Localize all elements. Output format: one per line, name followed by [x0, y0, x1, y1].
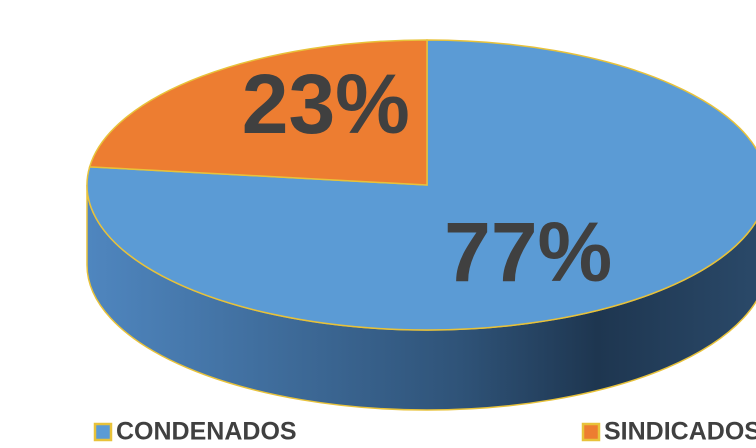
- labels: 77% 23%: [242, 57, 612, 299]
- legend-label: SINDICADOS: [604, 418, 756, 446]
- pie: [86, 39, 756, 411]
- value-label: 77%: [444, 205, 612, 299]
- legend: CONDENADOS SINDICADOS: [93, 418, 756, 446]
- pie-slice: [88, 39, 428, 186]
- value-label: 23%: [242, 57, 410, 151]
- legend-swatch: [581, 422, 601, 442]
- legend-label: CONDENADOS: [116, 418, 297, 446]
- legend-swatch: [93, 422, 113, 442]
